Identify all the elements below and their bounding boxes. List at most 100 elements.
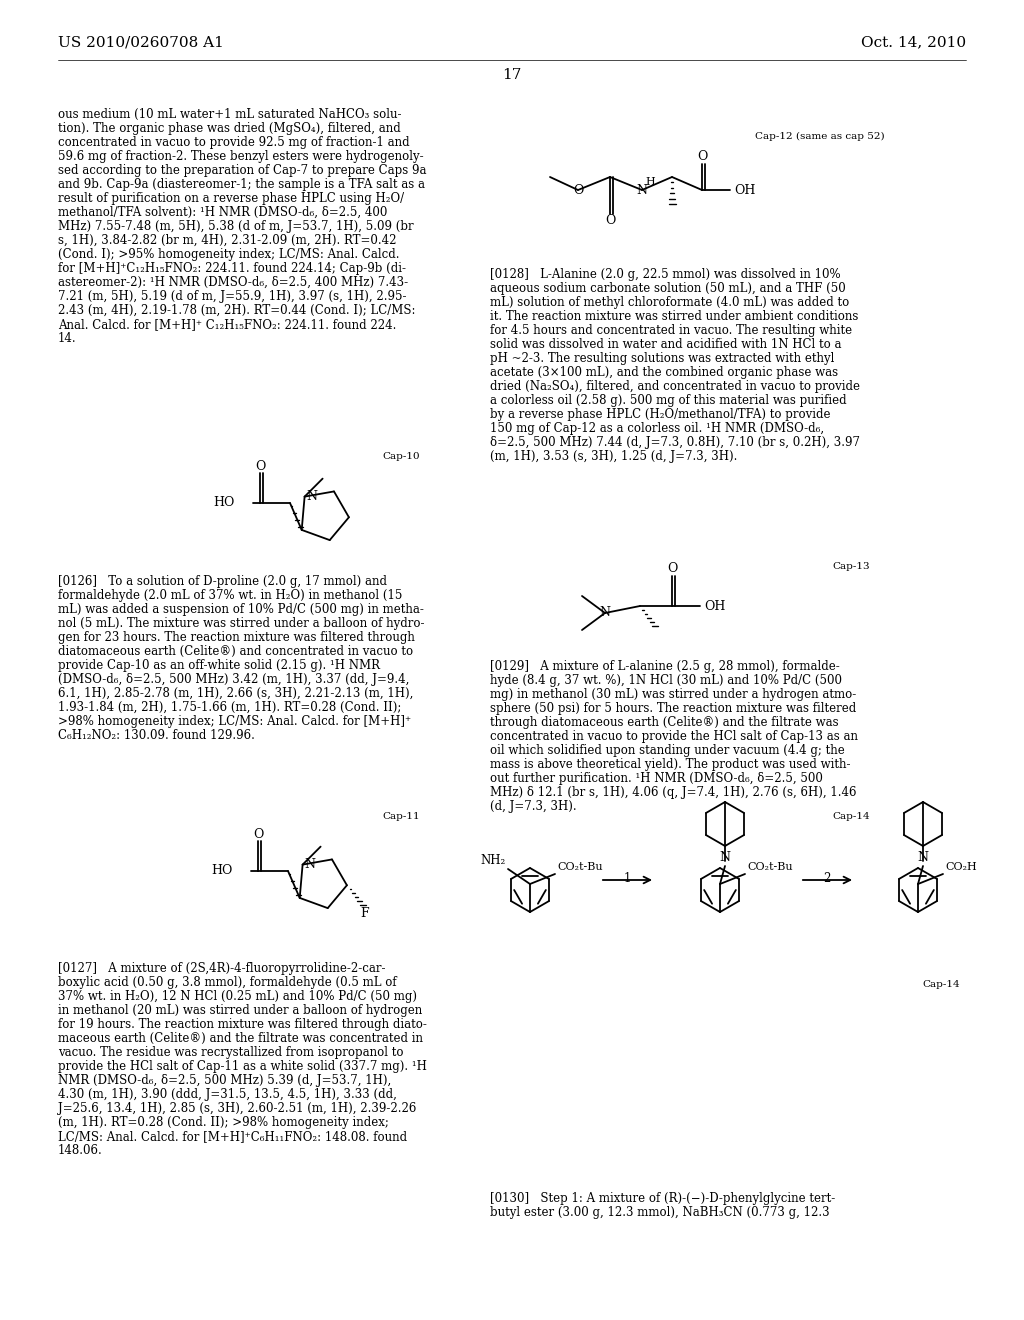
Text: N: N: [306, 490, 317, 503]
Text: oil which solidified upon standing under vacuum (4.4 g; the: oil which solidified upon standing under…: [490, 744, 845, 756]
Text: Oct. 14, 2010: Oct. 14, 2010: [861, 36, 966, 49]
Text: sphere (50 psi) for 5 hours. The reaction mixture was filtered: sphere (50 psi) for 5 hours. The reactio…: [490, 702, 856, 715]
Text: NH₂: NH₂: [480, 854, 506, 867]
Text: 2: 2: [823, 873, 830, 884]
Text: F: F: [360, 907, 370, 920]
Text: acetate (3×100 mL), and the combined organic phase was: acetate (3×100 mL), and the combined org…: [490, 366, 838, 379]
Text: 1.93-1.84 (m, 2H), 1.75-1.66 (m, 1H). RT=0.28 (Cond. II);: 1.93-1.84 (m, 2H), 1.75-1.66 (m, 1H). RT…: [58, 701, 401, 714]
Text: N: N: [599, 606, 610, 619]
Text: astereomer-2): ¹H NMR (DMSO-d₆, δ=2.5, 400 MHz) 7.43-: astereomer-2): ¹H NMR (DMSO-d₆, δ=2.5, 4…: [58, 276, 409, 289]
Text: maceous earth (Celite®) and the filtrate was concentrated in: maceous earth (Celite®) and the filtrate…: [58, 1032, 423, 1045]
Text: solid was dissolved in water and acidified with 1N HCl to a: solid was dissolved in water and acidifi…: [490, 338, 842, 351]
Text: methanol/TFA solvent): ¹H NMR (DMSO-d₆, δ=2.5, 400: methanol/TFA solvent): ¹H NMR (DMSO-d₆, …: [58, 206, 387, 219]
Text: O: O: [255, 459, 265, 473]
Text: O: O: [253, 828, 263, 841]
Text: [0130]   Step 1: A mixture of (R)-(−)-D-phenylglycine tert-: [0130] Step 1: A mixture of (R)-(−)-D-ph…: [490, 1192, 836, 1205]
Text: 4.30 (m, 1H), 3.90 (ddd, J=31.5, 13.5, 4.5, 1H), 3.33 (dd,: 4.30 (m, 1H), 3.90 (ddd, J=31.5, 13.5, 4…: [58, 1088, 397, 1101]
Text: 150 mg of Cap-12 as a colorless oil. ¹H NMR (DMSO-d₆,: 150 mg of Cap-12 as a colorless oil. ¹H …: [490, 422, 824, 436]
Text: ous medium (10 mL water+1 mL saturated NaHCO₃ solu-: ous medium (10 mL water+1 mL saturated N…: [58, 108, 401, 121]
Text: (DMSO-d₆, δ=2.5, 500 MHz) 3.42 (m, 1H), 3.37 (dd, J=9.4,: (DMSO-d₆, δ=2.5, 500 MHz) 3.42 (m, 1H), …: [58, 673, 410, 686]
Text: mass is above theoretical yield). The product was used with-: mass is above theoretical yield). The pr…: [490, 758, 851, 771]
Text: LC/MS: Anal. Calcd. for [M+H]⁺C₆H₁₁FNO₂: 148.08. found: LC/MS: Anal. Calcd. for [M+H]⁺C₆H₁₁FNO₂:…: [58, 1130, 408, 1143]
Text: and 9b. Cap-9a (diastereomer-1; the sample is a TFA salt as a: and 9b. Cap-9a (diastereomer-1; the samp…: [58, 178, 425, 191]
Text: N: N: [637, 183, 647, 197]
Text: N: N: [918, 851, 929, 865]
Text: formaldehyde (2.0 mL of 37% wt. in H₂O) in methanol (15: formaldehyde (2.0 mL of 37% wt. in H₂O) …: [58, 589, 402, 602]
Text: by a reverse phase HPLC (H₂O/methanol/TFA) to provide: by a reverse phase HPLC (H₂O/methanol/TF…: [490, 408, 830, 421]
Text: Cap-10: Cap-10: [382, 451, 420, 461]
Text: s, 1H), 3.84-2.82 (br m, 4H), 2.31-2.09 (m, 2H). RT=0.42: s, 1H), 3.84-2.82 (br m, 4H), 2.31-2.09 …: [58, 234, 396, 247]
Text: (d, J=7.3, 3H).: (d, J=7.3, 3H).: [490, 800, 577, 813]
Text: O: O: [667, 562, 677, 576]
Text: for 19 hours. The reaction mixture was filtered through diato-: for 19 hours. The reaction mixture was f…: [58, 1018, 427, 1031]
Text: mL) solution of methyl chloroformate (4.0 mL) was added to: mL) solution of methyl chloroformate (4.…: [490, 296, 849, 309]
Text: concentrated in vacuo to provide 92.5 mg of fraction-1 and: concentrated in vacuo to provide 92.5 mg…: [58, 136, 410, 149]
Text: δ=2.5, 500 MHz) 7.44 (d, J=7.3, 0.8H), 7.10 (br s, 0.2H), 3.97: δ=2.5, 500 MHz) 7.44 (d, J=7.3, 0.8H), 7…: [490, 436, 860, 449]
Text: MHz) δ 12.1 (br s, 1H), 4.06 (q, J=7.4, 1H), 2.76 (s, 6H), 1.46: MHz) δ 12.1 (br s, 1H), 4.06 (q, J=7.4, …: [490, 785, 856, 799]
Text: 6.1, 1H), 2.85-2.78 (m, 1H), 2.66 (s, 3H), 2.21-2.13 (m, 1H),: 6.1, 1H), 2.85-2.78 (m, 1H), 2.66 (s, 3H…: [58, 686, 414, 700]
Text: O: O: [572, 183, 584, 197]
Text: 17: 17: [503, 69, 521, 82]
Text: Anal. Calcd. for [M+H]⁺ C₁₂H₁₅FNO₂: 224.11. found 224.: Anal. Calcd. for [M+H]⁺ C₁₂H₁₅FNO₂: 224.…: [58, 318, 396, 331]
Text: tion). The organic phase was dried (MgSO₄), filtered, and: tion). The organic phase was dried (MgSO…: [58, 121, 400, 135]
Text: Cap-12 (same as cap 52): Cap-12 (same as cap 52): [755, 132, 885, 141]
Text: sed according to the preparation of Cap-7 to prepare Caps 9a: sed according to the preparation of Cap-…: [58, 164, 427, 177]
Text: it. The reaction mixture was stirred under ambient conditions: it. The reaction mixture was stirred und…: [490, 310, 858, 323]
Text: H: H: [645, 177, 655, 187]
Text: butyl ester (3.00 g, 12.3 mmol), NaBH₃CN (0.773 g, 12.3: butyl ester (3.00 g, 12.3 mmol), NaBH₃CN…: [490, 1206, 829, 1218]
Text: for [M+H]⁺C₁₂H₁₅FNO₂: 224.11. found 224.14; Cap-9b (di-: for [M+H]⁺C₁₂H₁₅FNO₂: 224.11. found 224.…: [58, 261, 406, 275]
Text: provide Cap-10 as an off-white solid (2.15 g). ¹H NMR: provide Cap-10 as an off-white solid (2.…: [58, 659, 380, 672]
Text: for 4.5 hours and concentrated in vacuo. The resulting white: for 4.5 hours and concentrated in vacuo.…: [490, 323, 852, 337]
Text: boxylic acid (0.50 g, 3.8 mmol), formaldehyde (0.5 mL of: boxylic acid (0.50 g, 3.8 mmol), formald…: [58, 975, 396, 989]
Text: result of purification on a reverse phase HPLC using H₂O/: result of purification on a reverse phas…: [58, 191, 404, 205]
Text: a colorless oil (2.58 g). 500 mg of this material was purified: a colorless oil (2.58 g). 500 mg of this…: [490, 393, 847, 407]
Text: out further purification. ¹H NMR (DMSO-d₆, δ=2.5, 500: out further purification. ¹H NMR (DMSO-d…: [490, 772, 823, 785]
Text: pH ~2-3. The resulting solutions was extracted with ethyl: pH ~2-3. The resulting solutions was ext…: [490, 352, 835, 366]
Text: (m, 1H). RT=0.28 (Cond. II); >98% homogeneity index;: (m, 1H). RT=0.28 (Cond. II); >98% homoge…: [58, 1115, 389, 1129]
Text: hyde (8.4 g, 37 wt. %), 1N HCl (30 mL) and 10% Pd/C (500: hyde (8.4 g, 37 wt. %), 1N HCl (30 mL) a…: [490, 675, 842, 686]
Text: mg) in methanol (30 mL) was stirred under a hydrogen atmo-: mg) in methanol (30 mL) was stirred unde…: [490, 688, 856, 701]
Text: [0127]   A mixture of (2S,4R)-4-fluoropyrrolidine-2-car-: [0127] A mixture of (2S,4R)-4-fluoropyrr…: [58, 962, 385, 975]
Text: HO: HO: [214, 496, 234, 510]
Text: N: N: [720, 851, 730, 865]
Text: J=25.6, 13.4, 1H), 2.85 (s, 3H), 2.60-2.51 (m, 1H), 2.39-2.26: J=25.6, 13.4, 1H), 2.85 (s, 3H), 2.60-2.…: [58, 1102, 417, 1115]
Text: aqueous sodium carbonate solution (50 mL), and a THF (50: aqueous sodium carbonate solution (50 mL…: [490, 282, 846, 294]
Text: US 2010/0260708 A1: US 2010/0260708 A1: [58, 36, 224, 49]
Text: 7.21 (m, 5H), 5.19 (d of m, J=55.9, 1H), 3.97 (s, 1H), 2.95-: 7.21 (m, 5H), 5.19 (d of m, J=55.9, 1H),…: [58, 290, 407, 304]
Text: dried (Na₂SO₄), filtered, and concentrated in vacuo to provide: dried (Na₂SO₄), filtered, and concentrat…: [490, 380, 860, 393]
Text: 2.43 (m, 4H), 2.19-1.78 (m, 2H). RT=0.44 (Cond. I); LC/MS:: 2.43 (m, 4H), 2.19-1.78 (m, 2H). RT=0.44…: [58, 304, 416, 317]
Text: [0126]   To a solution of D-proline (2.0 g, 17 mmol) and: [0126] To a solution of D-proline (2.0 g…: [58, 576, 387, 587]
Text: provide the HCl salt of Cap-11 as a white solid (337.7 mg). ¹H: provide the HCl salt of Cap-11 as a whit…: [58, 1060, 427, 1073]
Text: Cap-13: Cap-13: [833, 562, 870, 572]
Text: nol (5 mL). The mixture was stirred under a balloon of hydro-: nol (5 mL). The mixture was stirred unde…: [58, 616, 425, 630]
Text: HO: HO: [212, 865, 233, 878]
Text: 37% wt. in H₂O), 12 N HCl (0.25 mL) and 10% Pd/C (50 mg): 37% wt. in H₂O), 12 N HCl (0.25 mL) and …: [58, 990, 417, 1003]
Text: 59.6 mg of fraction-2. These benzyl esters were hydrogenoly-: 59.6 mg of fraction-2. These benzyl este…: [58, 150, 424, 162]
Text: Cap-14: Cap-14: [833, 812, 870, 821]
Text: 14.: 14.: [58, 333, 77, 345]
Text: CO₂t-Bu: CO₂t-Bu: [557, 862, 603, 873]
Text: N: N: [304, 858, 315, 871]
Text: concentrated in vacuo to provide the HCl salt of Cap-13 as an: concentrated in vacuo to provide the HCl…: [490, 730, 858, 743]
Text: 148.06.: 148.06.: [58, 1144, 102, 1158]
Text: gen for 23 hours. The reaction mixture was filtered through: gen for 23 hours. The reaction mixture w…: [58, 631, 415, 644]
Text: in methanol (20 mL) was stirred under a balloon of hydrogen: in methanol (20 mL) was stirred under a …: [58, 1005, 422, 1016]
Text: CO₂t-Bu: CO₂t-Bu: [746, 862, 793, 873]
Text: Cap-11: Cap-11: [382, 812, 420, 821]
Text: (m, 1H), 3.53 (s, 3H), 1.25 (d, J=7.3, 3H).: (m, 1H), 3.53 (s, 3H), 1.25 (d, J=7.3, 3…: [490, 450, 737, 463]
Text: mL) was added a suspension of 10% Pd/C (500 mg) in metha-: mL) was added a suspension of 10% Pd/C (…: [58, 603, 424, 616]
Text: NMR (DMSO-d₆, δ=2.5, 500 MHz) 5.39 (d, J=53.7, 1H),: NMR (DMSO-d₆, δ=2.5, 500 MHz) 5.39 (d, J…: [58, 1074, 391, 1086]
Text: MHz) 7.55-7.48 (m, 5H), 5.38 (d of m, J=53.7, 1H), 5.09 (br: MHz) 7.55-7.48 (m, 5H), 5.38 (d of m, J=…: [58, 220, 414, 234]
Text: OH: OH: [734, 183, 756, 197]
Text: C₆H₁₂NO₂: 130.09. found 129.96.: C₆H₁₂NO₂: 130.09. found 129.96.: [58, 729, 255, 742]
Text: through diatomaceous earth (Celite®) and the filtrate was: through diatomaceous earth (Celite®) and…: [490, 715, 839, 729]
Text: [0128]   L-Alanine (2.0 g, 22.5 mmol) was dissolved in 10%: [0128] L-Alanine (2.0 g, 22.5 mmol) was …: [490, 268, 841, 281]
Text: O: O: [605, 214, 615, 227]
Text: >98% homogeneity index; LC/MS: Anal. Calcd. for [M+H]⁺: >98% homogeneity index; LC/MS: Anal. Cal…: [58, 715, 411, 729]
Text: diatomaceous earth (Celite®) and concentrated in vacuo to: diatomaceous earth (Celite®) and concent…: [58, 645, 413, 657]
Text: CO₂H: CO₂H: [945, 862, 977, 873]
Text: vacuo. The residue was recrystallized from isopropanol to: vacuo. The residue was recrystallized fr…: [58, 1045, 403, 1059]
Text: 1: 1: [624, 873, 631, 884]
Text: O: O: [696, 150, 708, 164]
Text: OH: OH: [705, 599, 725, 612]
